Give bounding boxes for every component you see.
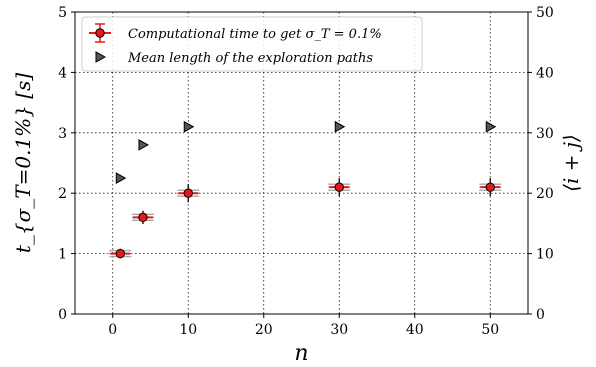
legend-marker-time (95, 28, 105, 38)
path-length-point (138, 139, 149, 151)
x-tick-label: 50 (481, 322, 499, 338)
path-length-point (183, 120, 195, 133)
y-left-tick-label: 2 (58, 186, 67, 202)
x-axis-label: n (294, 341, 308, 366)
error-bars (109, 178, 502, 259)
x-tick-label: 10 (179, 322, 197, 338)
y-right-tick-label: 50 (536, 5, 554, 21)
y-left-axis-label: t_{σ_T=0.1%} [s] (11, 73, 35, 253)
markers (115, 120, 497, 259)
legend: Computational time to get σ_T = 0.1% Mean… (81, 16, 423, 72)
path-length-point (334, 120, 346, 133)
legend-marker-path-length (95, 51, 107, 63)
y-left-tick-label: 5 (58, 5, 67, 21)
path-length-point (485, 120, 497, 133)
x-tick-label: 0 (108, 322, 117, 338)
plot-frame (74, 11, 529, 315)
y-right-axis-label: ⟨i + j⟩ (559, 134, 583, 192)
x-tick-label: 30 (330, 322, 348, 338)
legend-label-time: Computational time to get σ_T = 0.1% (128, 27, 382, 42)
y-right-tick-label: 40 (536, 65, 554, 81)
time-point (485, 182, 495, 192)
y-left-tick-label: 1 (58, 247, 67, 263)
x-tick-label: 20 (255, 322, 273, 338)
y-right-tick-label: 10 (536, 247, 554, 263)
y-left-tick-label: 3 (58, 126, 67, 142)
y-right-tick-label: 30 (536, 126, 554, 142)
y-left-tick-label: 0 (58, 307, 67, 323)
time-point (334, 182, 344, 192)
legend-box (81, 16, 423, 72)
time-point (183, 188, 193, 198)
path-length-point (115, 172, 127, 184)
y-right-tick-label: 20 (536, 186, 554, 202)
time-point (115, 248, 126, 259)
time-point (138, 212, 148, 223)
axis-labels: n t_{σ_T=0.1%} [s] ⟨i + j⟩ (11, 73, 583, 366)
x-tick-label: 40 (406, 322, 424, 338)
legend-label-path-length: Mean length of the exploration paths (127, 51, 373, 66)
y-left-tick-label: 4 (58, 65, 67, 81)
y-right-tick-label: 0 (536, 307, 545, 323)
